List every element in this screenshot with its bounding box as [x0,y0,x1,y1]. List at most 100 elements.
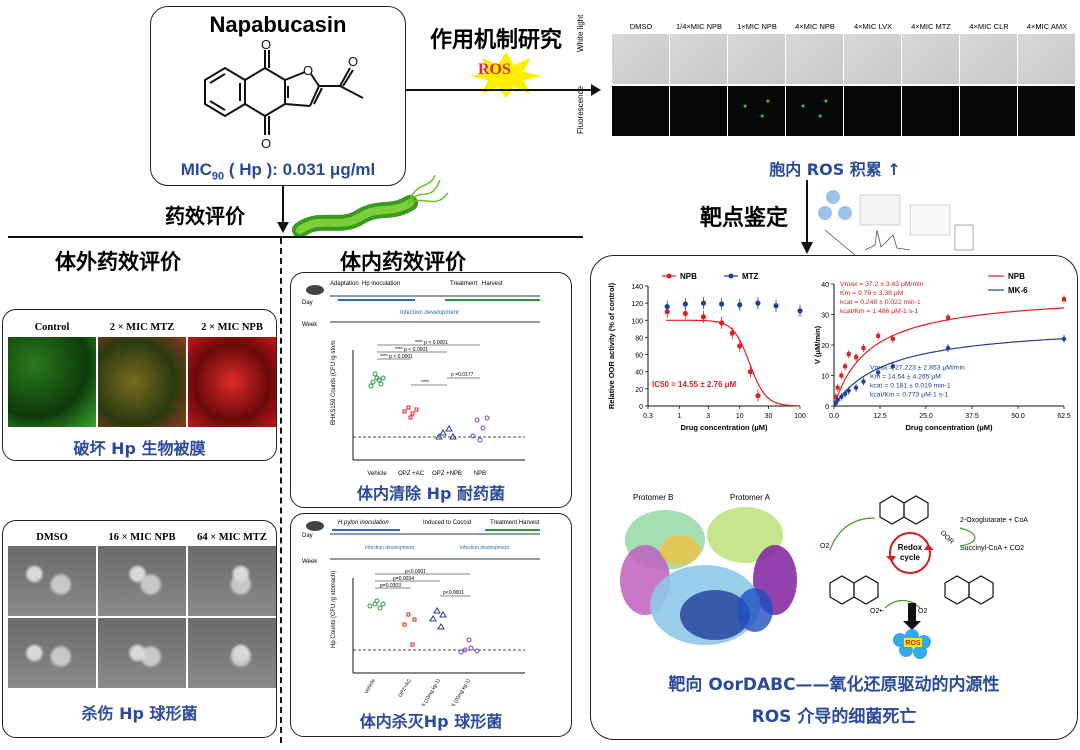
invivo2-sig-2: p=0.0303 [380,583,401,589]
ros-col-label-3: 4×MIC NPB [795,22,835,31]
tl2-treat: Treatment Harvest [490,520,540,526]
chart1-ic50: IC50 = 14.55 ± 2.76 μM [652,380,737,389]
chart2-npb-param: kcat = 0.248 ± 0.022 min-1 [840,299,921,306]
invivo1-scatter: BHKS159 Counts (CFU /g stomach) **** p <… [331,340,525,477]
chart1-point-mtz [797,308,803,314]
sem-caption: 杀伤 Hp 球形菌 [81,704,198,723]
sem-image [8,618,96,688]
svg-text:O: O [261,136,271,150]
invivo2-opznpb10-points [429,607,447,630]
chart2-point-mk6 [1061,336,1067,342]
mechanism-arrow [406,52,601,98]
invivo1-npb-points [470,415,490,443]
chart1-point-mtz [664,303,670,310]
oor-label: OOR [939,529,955,545]
tl2-inoc: H.pylori inoculation [338,520,389,526]
biofilm-image [188,337,276,427]
compound-name: Napabucasin [209,12,347,37]
invivo2-group-3: OPZ+NPB (20mg kg-1) [441,678,472,706]
chart2-point-npb [861,346,866,351]
chart1-point-npb [737,343,743,349]
chart1-ytick-label: 60 [635,353,643,360]
oor-activity-chart: 0 20 40 60 80 100 120 140 0.3 1 3 10 30 100 Drug conce… [607,272,806,432]
chart1-ytick-label: 20 [635,387,643,394]
chart2-point-npb [1062,297,1066,302]
substrates-label: 2-Oxoglutarate + CoA [960,517,1028,524]
white-light-image [786,34,843,84]
chart2-point-mk6 [945,345,951,351]
invivo1-sig-2: **** p < 0.0001 [380,354,413,360]
chart1-point-npb [682,310,688,317]
mic-sub: 90 [211,170,225,183]
sem-image [8,546,96,616]
invivo2-sig-1: p=0.0034 [393,576,414,582]
chart2-point-mk6 [875,370,881,375]
chart2-mk6-param: kcat = 0.181 ± 0.019 min-1 [870,382,951,389]
fluorescence-image [902,86,959,136]
chart2-point-npb [843,364,848,369]
mic-label: MIC90 ( Hp ): 0.031 μg/ml [150,160,406,182]
fluorescence-image [786,86,843,136]
invivo1-ylabel: BHKS159 Counts (CFU /g stomach) [331,340,337,425]
fluorescence-image [844,86,901,136]
chart2-ylabel: V (μM/min) [813,325,822,364]
chart2-point-mk6 [842,391,848,396]
tl1-infdev: Infection development [400,310,459,316]
chart2-point-mk6 [853,385,859,390]
ros-col-label-1: 1/4×MIC NPB [675,22,723,31]
protomer-b-label: Protomer B [633,493,673,502]
invivo2-timeline: H.pylori inoculation Induced to Coccid T… [302,520,540,565]
ros-col-label-7: 4×MIC AMX [1026,22,1068,31]
chart1-point-npb [755,393,761,399]
invivo2-group-2: OPZ+NPB (10mg kg-1) [411,678,442,706]
biofilm-col-label-0: Control [34,322,70,333]
ros-col-label-6: 4×MIC CLR [969,22,1009,31]
invivo1-opznpb-points [435,425,457,440]
white-light-image [670,34,727,84]
chart1-point-mtz [737,302,743,308]
chart1-point-npb [719,320,725,326]
sem-col-label-0: DMSO [36,532,68,543]
sem-image [98,546,186,616]
invivo2-vehicle-points [367,598,386,611]
chart1-ytick-label: 120 [631,301,643,308]
fluorescence-image [1018,86,1075,136]
invivo1-timeline: Adaptation Hp inoculation Treatment Harv… [302,281,540,328]
protomer-a-label: Protomer A [730,493,771,502]
cycle-label: cycle [900,553,921,562]
tl1-treat: Treatment [450,281,477,287]
invivo1-group-3: NPB [474,471,486,477]
chart1-legend-npb: NPB [680,272,697,281]
biofilm-caption: 破坏 Hp 生物被膜 [73,439,206,458]
chart2-point-npb [854,355,859,360]
ros-burst-label: ROS [478,61,511,78]
chart2-point-mk6 [861,379,866,384]
chart2-ytick-label: 0 [825,404,829,411]
sem-image [188,618,276,688]
chart2-npb-param: Vmax = 37.2 ± 3.43 μM/min [840,281,924,288]
chart1-xtick-label: 0.3 [643,413,653,420]
ros-col-label-2: 1×MIC NPB [737,22,777,31]
invivo1-group-1: OPZ +AC [398,471,425,477]
chart2-xlabel: Drug concentration (μM) [905,423,993,432]
chart1-legend-marker [666,273,672,279]
white-light-image [612,34,669,84]
chart2-point-mk6 [835,397,840,403]
biofilm-image [8,337,96,427]
napabucasin-structure: O O O O [204,40,364,150]
svg-text:Day: Day [302,533,313,539]
chart1-point-mtz [755,300,761,306]
invivo1-sig-1: **** p < 0.0001 [395,347,428,353]
chart1-ytick-label: 40 [635,370,643,377]
chart2-point-npb [890,336,895,341]
invivo1-caption: 体内清除 Hp 耐药菌 [357,484,505,503]
invivo2-group-0: Vehicle [363,678,376,695]
ros-caption: 胞内 ROS 积累 ↑ [769,160,901,179]
invivo2-opzac-points [402,612,417,647]
chart2-xtick-label: 62.5 [1057,413,1071,420]
mic-prefix: MIC [180,160,212,179]
chart1-xtick-label: 10 [736,413,744,420]
chart2-mk6-param: kcat/Km = 0.773 μM-1 s-1 [870,391,948,398]
white-light-image [960,34,1017,84]
invivo2-scatter: Hp Counts (CFU /g stomach) p<0.0001 p=0.… [331,569,525,706]
